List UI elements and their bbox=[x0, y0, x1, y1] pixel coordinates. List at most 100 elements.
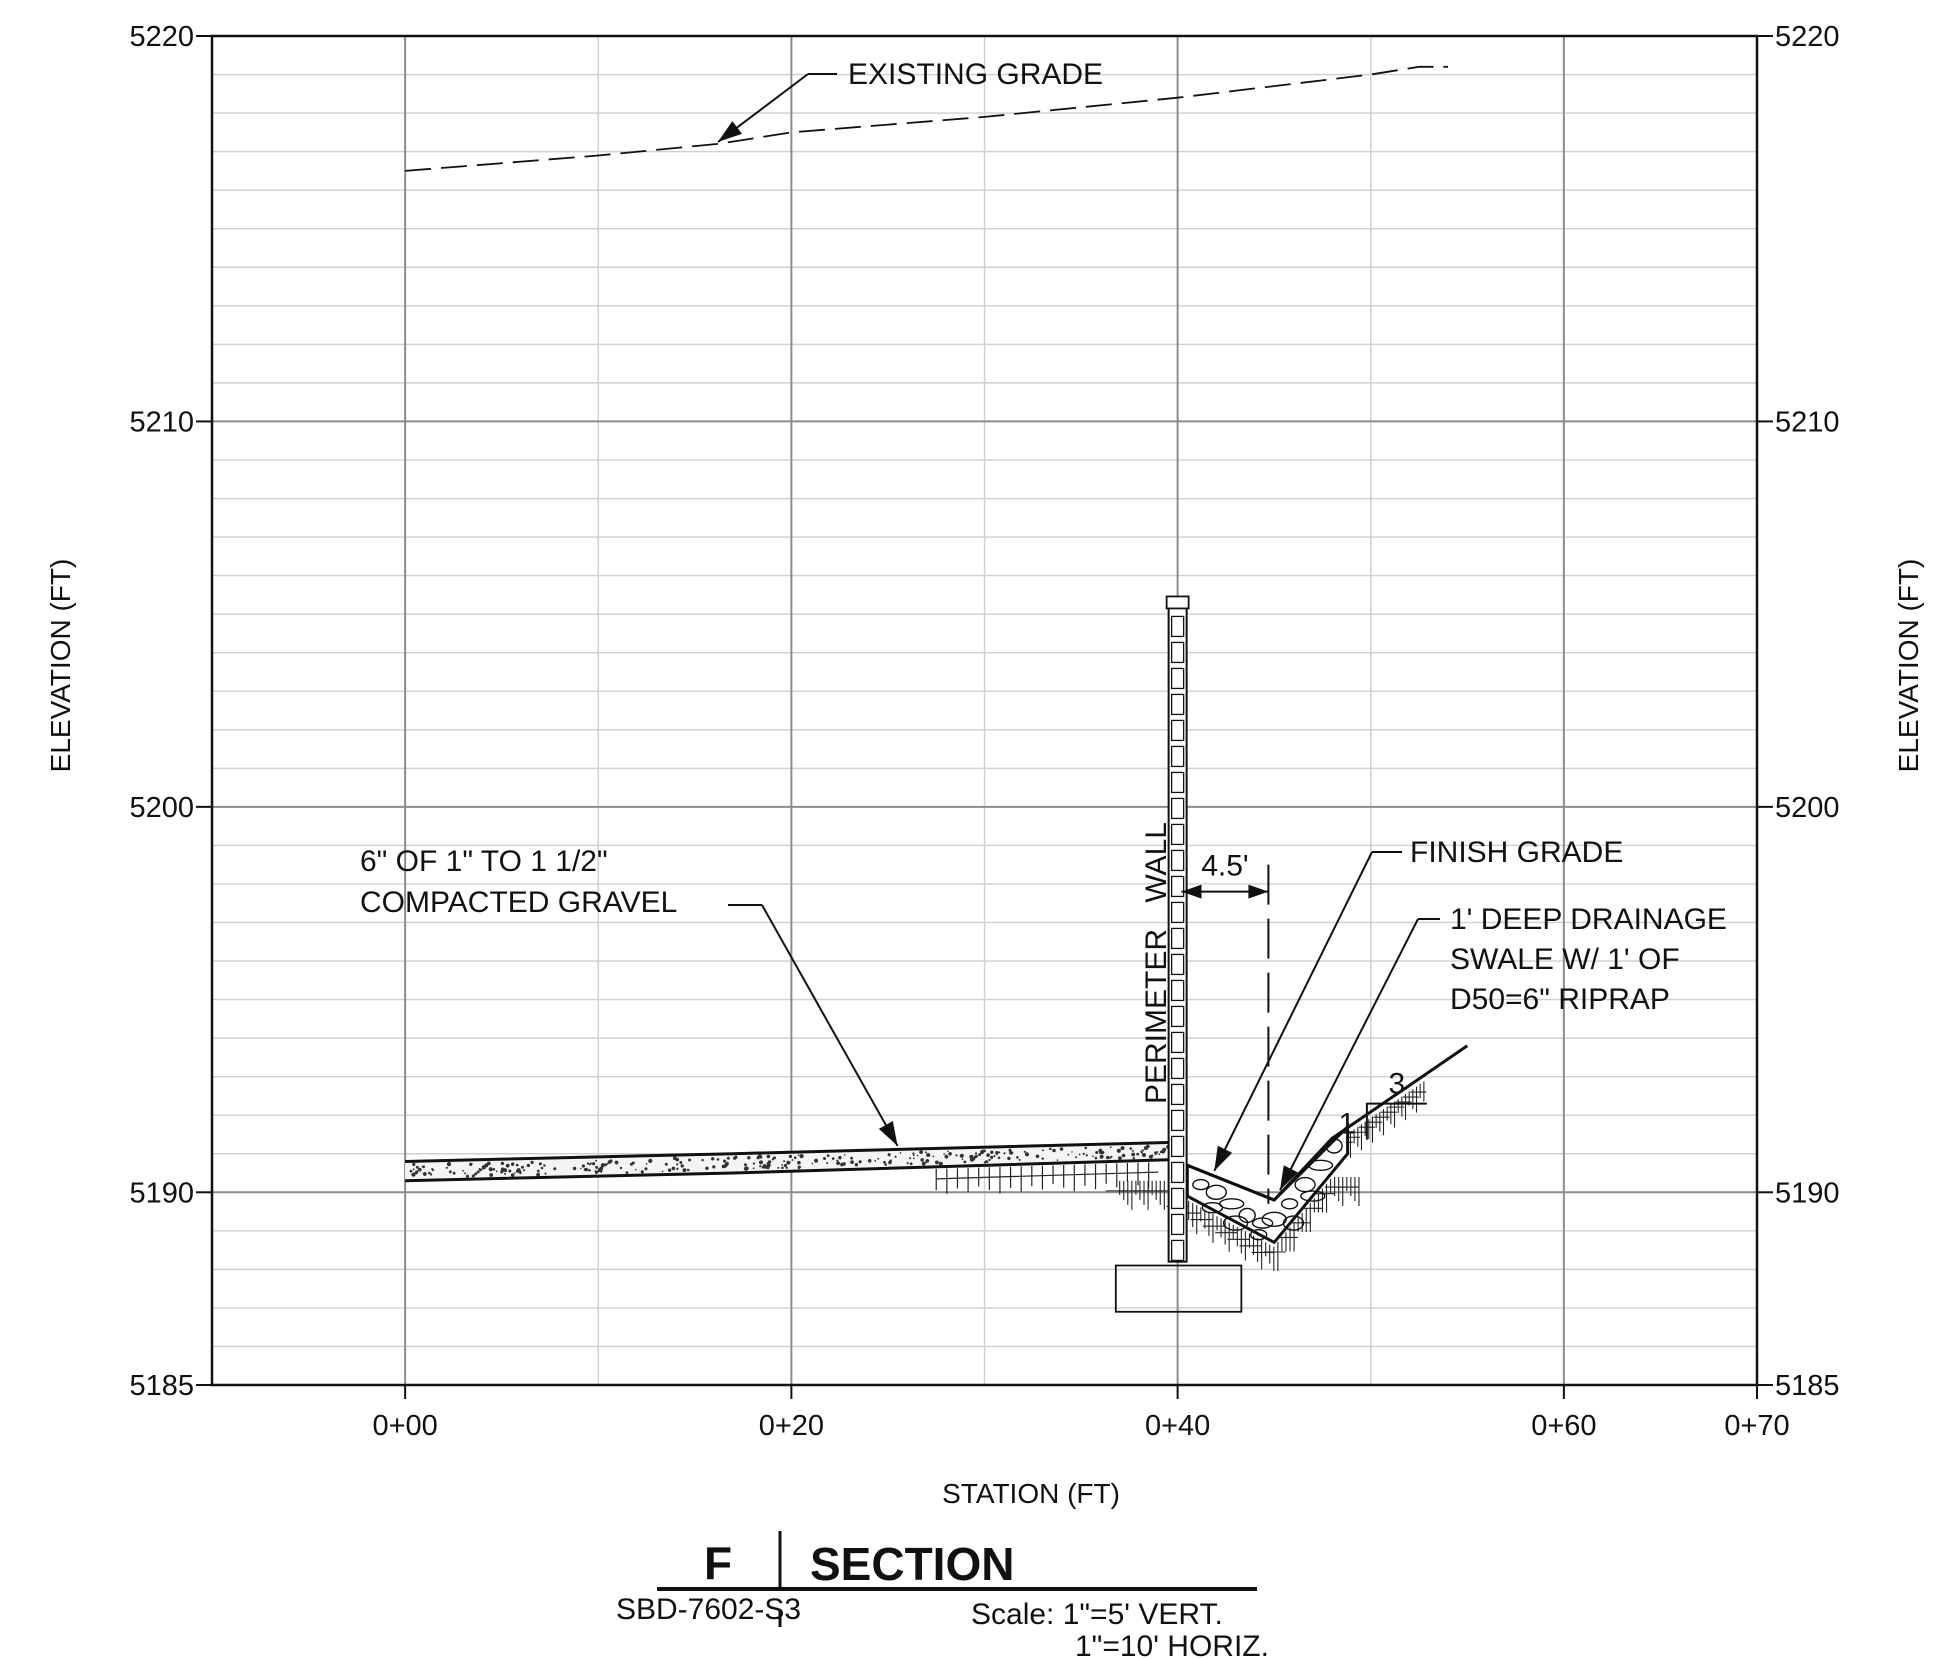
gravel-dot bbox=[997, 1156, 1001, 1160]
gravel-dot bbox=[590, 1162, 592, 1165]
gravel-dot bbox=[588, 1168, 591, 1172]
x-tick-label: 0+40 bbox=[1145, 1410, 1210, 1442]
gravel-dot bbox=[974, 1152, 978, 1155]
gravel-dot bbox=[843, 1154, 846, 1156]
gravel-dot bbox=[543, 1164, 546, 1167]
gravel-dot bbox=[1082, 1152, 1085, 1155]
wall-block bbox=[1170, 667, 1185, 690]
x-tick-label: 0+70 bbox=[1724, 1410, 1789, 1442]
riprap-stone bbox=[1300, 1190, 1326, 1202]
slope-run-label: 3 bbox=[1389, 1068, 1406, 1101]
gravel-dot bbox=[645, 1163, 648, 1165]
gravel-dot bbox=[586, 1162, 590, 1165]
dimension-arrow-left bbox=[1181, 884, 1202, 899]
gravel-dot bbox=[752, 1162, 756, 1165]
gravel-dot bbox=[664, 1162, 668, 1166]
gravel-dot bbox=[783, 1163, 788, 1168]
riprap-stone bbox=[1261, 1211, 1287, 1228]
gravel-dot bbox=[899, 1152, 902, 1154]
gravel-dot bbox=[799, 1154, 804, 1159]
gravel-dot bbox=[625, 1171, 629, 1174]
wall-footing bbox=[1114, 1264, 1243, 1313]
gravel-dot bbox=[540, 1166, 544, 1170]
gravel-dot bbox=[544, 1172, 547, 1175]
gravel-dot bbox=[465, 1174, 470, 1178]
gravel-dot bbox=[752, 1167, 755, 1170]
gravel-dot bbox=[462, 1169, 464, 1172]
soil-hatching bbox=[935, 1081, 1427, 1271]
perimeter-wall bbox=[1165, 595, 1190, 1263]
gravel-dot bbox=[580, 1167, 582, 1170]
gravel-dot bbox=[926, 1153, 931, 1157]
wall-block bbox=[1170, 1109, 1185, 1132]
gravel-dot bbox=[614, 1160, 619, 1165]
gravel-dot bbox=[480, 1168, 483, 1171]
wall-block bbox=[1170, 1213, 1185, 1236]
gravel-dot bbox=[874, 1160, 877, 1162]
dimension-4-5ft bbox=[1181, 864, 1270, 1204]
leader-arrow bbox=[717, 121, 742, 142]
sheet-reference: SBD-7602-S3 bbox=[616, 1593, 801, 1626]
gravel-dot bbox=[826, 1162, 829, 1164]
gravel-dot bbox=[679, 1161, 683, 1164]
riprap-stone bbox=[1222, 1215, 1249, 1231]
gravel-dot bbox=[1099, 1154, 1104, 1159]
gravel-dot bbox=[948, 1152, 952, 1156]
gravel-dot bbox=[500, 1170, 504, 1173]
gravel-dot bbox=[811, 1162, 814, 1165]
gravel-dot bbox=[990, 1150, 994, 1155]
existing-grade-label: EXISTING GRADE bbox=[848, 58, 1103, 91]
gravel-dot bbox=[676, 1163, 679, 1166]
gravel-dot bbox=[500, 1161, 505, 1166]
axis-ticks: 5185 5185 5190 5190 5200 5200 5210 5210 5220 5220… bbox=[129, 21, 1839, 1442]
y-tick-label-left: 5220 bbox=[129, 21, 194, 53]
gravel-dot bbox=[969, 1154, 974, 1159]
annotation-leaders bbox=[717, 73, 1440, 1191]
gravel-dot bbox=[1009, 1151, 1013, 1155]
gravel-dot bbox=[854, 1163, 859, 1167]
y-tick-label-right: 5220 bbox=[1775, 21, 1840, 53]
gravel-dot bbox=[759, 1165, 762, 1168]
gravel-dot bbox=[1099, 1148, 1102, 1151]
gravel-dot bbox=[850, 1156, 853, 1160]
perimeter-wall-label: PERIMETER WALL bbox=[1140, 822, 1173, 1104]
gravel-dot bbox=[431, 1168, 434, 1170]
wall-block bbox=[1170, 693, 1185, 716]
gravel-dot bbox=[1009, 1148, 1011, 1151]
wall-block bbox=[1170, 1187, 1185, 1210]
gravel-dot bbox=[1109, 1146, 1112, 1148]
gravel-dot bbox=[1016, 1156, 1019, 1159]
y-tick-label-right: 5200 bbox=[1775, 792, 1840, 824]
gravel-dot bbox=[504, 1172, 506, 1175]
gravel-dot bbox=[943, 1153, 946, 1155]
y-tick-label-left: 5185 bbox=[129, 1370, 194, 1402]
gravel-dot bbox=[635, 1168, 637, 1171]
gravel-dot bbox=[1084, 1146, 1087, 1150]
gravel-dot bbox=[998, 1151, 1001, 1154]
gravel-dot bbox=[1142, 1153, 1146, 1157]
gravel-dot bbox=[492, 1168, 496, 1171]
gravel-dot bbox=[925, 1151, 927, 1154]
y-axis-title-right: ELEVATION (FT) bbox=[1893, 559, 1924, 773]
gravel-label-line-2: COMPACTED GRAVEL bbox=[360, 886, 677, 919]
gravel-dot bbox=[1095, 1151, 1099, 1154]
gravel-dot bbox=[788, 1154, 793, 1159]
gravel-dot bbox=[581, 1164, 586, 1168]
gravel-dot bbox=[661, 1170, 664, 1173]
gravel-dot bbox=[919, 1150, 923, 1154]
y-tick-label-left: 5210 bbox=[129, 406, 194, 438]
gravel-dot bbox=[421, 1165, 424, 1168]
gravel-dot bbox=[514, 1172, 516, 1174]
gravel-dot bbox=[1094, 1156, 1098, 1160]
y-tick-label-right: 5185 bbox=[1775, 1370, 1840, 1402]
swale-label-line-3: D50=6" RIPRAP bbox=[1450, 983, 1670, 1016]
gravel-dot bbox=[988, 1158, 991, 1162]
gravel-dot bbox=[1156, 1151, 1159, 1153]
gravel-dot bbox=[981, 1149, 985, 1153]
gravel-dot bbox=[415, 1170, 419, 1174]
gravel-dot bbox=[894, 1155, 897, 1158]
gravel-dot bbox=[1131, 1152, 1136, 1157]
wall-block bbox=[1170, 927, 1185, 950]
gravel-dot bbox=[793, 1156, 797, 1159]
gravel-dot bbox=[747, 1156, 751, 1160]
